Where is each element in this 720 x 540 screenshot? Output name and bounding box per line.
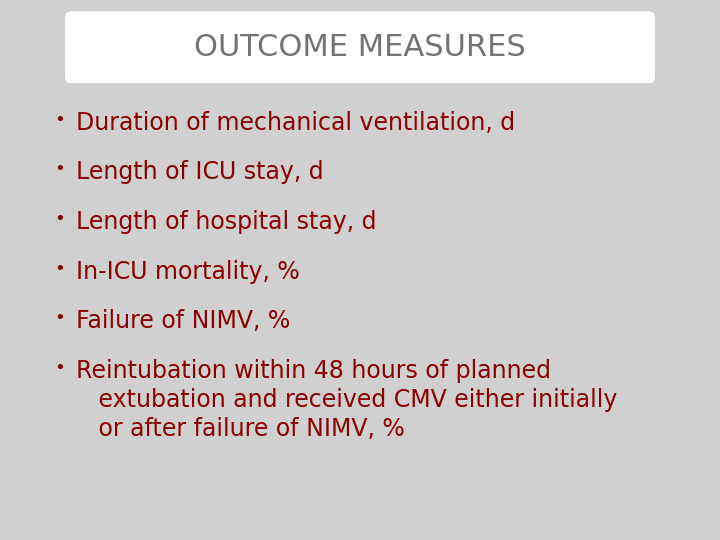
Text: •: • [54, 309, 65, 327]
Text: •: • [54, 160, 65, 178]
Text: •: • [54, 359, 65, 377]
Text: OUTCOME MEASURES: OUTCOME MEASURES [194, 33, 526, 62]
Text: Failure of NIMV, %: Failure of NIMV, % [76, 309, 290, 333]
Text: Reintubation within 48 hours of planned
   extubation and received CMV either in: Reintubation within 48 hours of planned … [76, 359, 617, 441]
Text: •: • [54, 111, 65, 129]
Text: Duration of mechanical ventilation, d: Duration of mechanical ventilation, d [76, 111, 515, 134]
Text: Length of ICU stay, d: Length of ICU stay, d [76, 160, 323, 184]
FancyBboxPatch shape [65, 11, 655, 84]
Text: •: • [54, 210, 65, 228]
Text: In-ICU mortality, %: In-ICU mortality, % [76, 260, 300, 284]
Text: Length of hospital stay, d: Length of hospital stay, d [76, 210, 376, 234]
Text: •: • [54, 260, 65, 278]
